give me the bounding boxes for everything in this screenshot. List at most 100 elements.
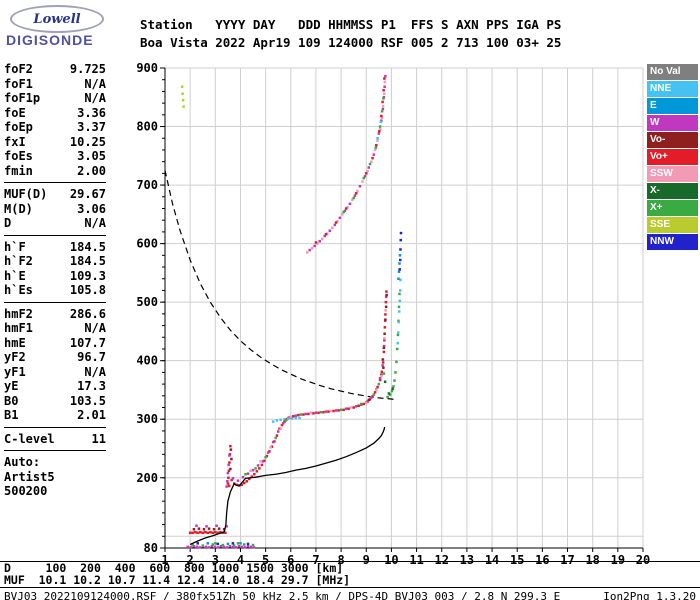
param-row: yF1 N/A [4,365,106,380]
dmuf-row: D 100 200 400 600 800 1000 1500 3000 [km] [4,561,344,575]
legend-item-vo+: Vo+ [647,149,698,165]
legend-item-x+: X+ [647,200,698,216]
param-label: 500200 [4,484,48,498]
param-row: hmE 107.7 [4,336,106,351]
param-label: fmin [4,163,33,178]
param-value: 286.6 [69,306,106,321]
param-value: N/A [84,76,106,91]
param-label: Auto: [4,455,41,469]
param-label: MUF(D) [4,187,48,201]
trace-F-trace-Vo+ [230,290,388,487]
param-label: foEs [4,149,33,163]
param-row: h`E 109.3 [4,269,106,284]
lowell-logo: Lowell [10,5,104,33]
plot-grid [165,67,644,548]
y-tick-label: 600 [136,237,158,251]
dmuf-row: MUF 10.1 10.2 10.7 11.4 12.4 14.0 18.4 29.7 [MHz] [4,573,351,587]
trace-X-trace-X- [383,380,394,395]
param-value: 109.3 [69,268,106,283]
param-separator [4,182,106,183]
param-value: 103.5 [69,393,106,408]
param-value: 107.7 [69,335,106,350]
param-row: hmF1 N/A [4,321,106,336]
x-tick-label: 3 [212,553,219,567]
param-value: 3.37 [77,120,106,134]
param-value: 11 [91,431,106,446]
param-row: Auto: [4,455,106,470]
param-label: hmF2 [4,306,33,321]
param-value: 9.725 [69,62,106,76]
y-tick-label: 800 [136,120,158,134]
param-row: 500200 [4,484,106,499]
param-value: N/A [84,321,106,335]
param-value: 17.3 [77,379,106,393]
param-label: foF1 [4,76,33,91]
param-label: M(D) [4,201,33,216]
trace-X-top-NNE [396,278,402,345]
param-row: h`Es 105.8 [4,283,106,298]
trace-stray-SSE [180,85,185,108]
param-label: h`F [4,239,26,254]
x-tick-label: 14 [485,553,499,567]
y-tick-label: 400 [136,354,158,368]
param-separator [4,450,106,451]
y-tick-label: 700 [136,178,158,192]
param-label: h`E [4,268,26,283]
param-row: D N/A [4,216,106,231]
trace-Es-trace-W [195,524,228,528]
legend-item-e: E [647,98,698,114]
param-row: foE 3.36 [4,106,106,121]
param-label: B1 [4,408,19,422]
footer-row: BVJ03_2022109124000.RSF / 380fx51Zh 50 k… [0,588,700,600]
trace-foE-cusp-W [225,454,231,488]
legend-item-vo-: Vo- [647,132,698,148]
param-label: h`F2 [4,254,33,268]
separator-line [0,587,700,588]
param-row: MUF(D) 29.67 [4,187,106,202]
x-tick-label: 19 [611,553,625,567]
param-label: yF2 [4,350,26,364]
x-tick-label: 20 [636,553,650,567]
param-value: 2.01 [77,408,106,422]
x-tick-label: 7 [312,553,319,567]
y-tick-label: 300 [136,412,158,426]
x-tick-label: 13 [460,553,474,567]
param-row: fmin 2.00 [4,164,106,179]
dmuf-table: D 100 200 400 600 800 1000 1500 3000 [km] MUF 10.1 1… [0,562,700,586]
x-tick-label: 9 [363,553,370,567]
param-value: 10.25 [69,134,106,149]
param-label: foF1p [4,91,41,105]
param-row: foEs 3.05 [4,149,106,164]
param-row: hmF2 286.6 [4,307,106,322]
trace-secondhop-Vo+ [314,77,386,244]
param-row: B1 2.01 [4,408,106,423]
x-tick-label: 8 [337,553,344,567]
trace-bottom-band-X+ [191,542,255,547]
header-line-2: Boa Vista 2022 Apr19 109 124000 RSF 005 … [140,35,562,50]
x-tick-label: 18 [585,553,599,567]
param-row: M(D) 3.06 [4,202,106,217]
trace-F-trace-Vo- [359,293,388,406]
param-row: foF2 9.725 [4,62,106,77]
x-tick-label: 11 [409,553,423,567]
param-label: foE [4,105,26,120]
legend-item-ssw: SSW [647,166,698,182]
param-row: h`F 184.5 [4,240,106,255]
trace-F-bend-NNE [271,416,301,423]
doppler-legend: No Val NNE E W Vo- Vo+ SSW X- X+ SSE NNW [647,64,698,251]
param-value: 3.36 [77,105,106,120]
trace-X-top-NNW [398,231,403,271]
x-tick-label: 6 [287,553,294,567]
legend-item-w: W [647,115,698,131]
param-row: B0 103.5 [4,394,106,409]
x-tick-label: 16 [535,553,549,567]
param-row: foF1p N/A [4,91,106,106]
trace-foE-cusp-Vo- [229,448,233,471]
y-tick-label: 80 [144,541,158,555]
legend-item-nne: NNE [647,81,698,97]
param-row: Artist5 [4,470,106,485]
param-value: N/A [84,91,106,105]
param-value: 105.8 [69,283,106,297]
param-label: hmE [4,335,26,350]
param-label: C-level [4,431,55,446]
